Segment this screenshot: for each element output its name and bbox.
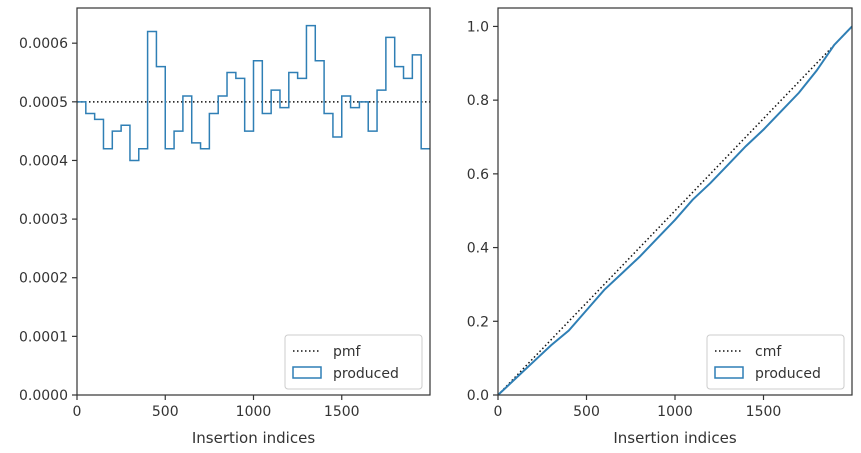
x-tick-label: 0 <box>73 404 82 420</box>
histogram-bin <box>121 125 130 126</box>
histogram-bin <box>112 131 121 132</box>
histogram-bin <box>412 54 421 55</box>
histogram-bin <box>227 72 236 73</box>
legend-produced-swatch <box>714 366 744 379</box>
histogram-bin <box>156 66 165 67</box>
histogram-bin <box>245 131 254 132</box>
y-tick-label: 0.2 <box>467 314 489 330</box>
y-tick-label: 0.0 <box>467 388 489 404</box>
legend-label-produced: produced <box>755 366 821 382</box>
y-tick-label: 0.4 <box>467 241 489 257</box>
histogram-bin <box>342 95 351 96</box>
y-tick-label: 0.8 <box>467 93 489 109</box>
y-tick-label: 0.6 <box>467 167 489 183</box>
x-tick-label: 500 <box>573 404 600 420</box>
histogram-bin <box>315 60 324 61</box>
histogram-bin <box>201 148 210 149</box>
pmf-panel: 0 500 1000 1500 0.0000 0.0001 0.0002 0.0003 0.00… <box>19 7 431 447</box>
histogram-bin <box>359 101 368 102</box>
cmf-reference-line <box>498 25 852 395</box>
y-tick-label: 0.0000 <box>19 388 68 404</box>
histogram-bin <box>368 131 377 132</box>
y-tick-label: 0.0003 <box>19 212 68 228</box>
histogram-bin <box>86 113 95 114</box>
x-axis-label: Insertion indices <box>192 429 315 447</box>
histogram-bin <box>209 113 218 114</box>
histogram-bin <box>404 78 413 79</box>
histogram-bin <box>77 101 86 102</box>
legend: cmf produced <box>706 334 845 390</box>
x-tick-label: 1000 <box>236 404 272 420</box>
histogram-bin <box>386 37 395 38</box>
histogram-bin <box>280 107 289 108</box>
histogram-bin <box>130 160 139 161</box>
legend-produced-swatch <box>292 366 322 379</box>
histogram-bin <box>395 66 404 67</box>
histogram-bin <box>139 148 148 149</box>
plot-area <box>498 25 852 395</box>
produced-step-line <box>77 24 430 162</box>
histogram-bin <box>148 31 157 32</box>
x-tick-label: 500 <box>152 404 179 420</box>
produced-cumulative-line <box>498 25 852 395</box>
histogram-bin <box>236 78 245 79</box>
histogram-bin <box>377 90 386 91</box>
y-tick-label: 0.0001 <box>19 329 68 345</box>
legend-label-reference: pmf <box>333 344 362 360</box>
histogram-bin <box>421 148 430 149</box>
histogram-bin <box>165 148 174 149</box>
histogram-bin <box>95 119 104 120</box>
histogram-bin <box>192 142 201 143</box>
y-tick-label: 0.0002 <box>19 271 68 287</box>
y-tick-label: 0.0006 <box>19 36 68 52</box>
x-tick-label: 0 <box>494 404 503 420</box>
histogram-bin <box>218 95 227 96</box>
legend-label-reference: cmf <box>755 344 782 360</box>
legend-box <box>706 334 845 390</box>
y-tick-label: 1.0 <box>467 19 489 35</box>
x-tick-label: 1000 <box>657 404 693 420</box>
histogram-bin <box>174 131 183 132</box>
histogram-bin <box>271 90 280 91</box>
legend: pmf produced <box>284 334 423 390</box>
legend-label-produced: produced <box>333 366 399 382</box>
histogram-bin <box>333 137 342 138</box>
histogram-bin <box>262 113 271 114</box>
x-axis-label: Insertion indices <box>613 429 736 447</box>
histogram-bin <box>351 107 360 108</box>
legend-box <box>284 334 423 390</box>
histogram-bin <box>183 95 192 96</box>
histogram-bin <box>103 148 112 149</box>
y-tick-label: 0.0004 <box>19 153 68 169</box>
x-tick-label: 1500 <box>324 404 360 420</box>
histogram-bin <box>306 25 315 26</box>
histogram-bin <box>254 60 263 61</box>
histogram-bin <box>289 72 298 73</box>
histogram-bin <box>298 78 307 79</box>
plot-area <box>77 24 430 162</box>
x-tick-label: 1500 <box>746 404 782 420</box>
y-tick-label: 0.0005 <box>19 95 68 111</box>
histogram-bin <box>324 113 333 114</box>
cmf-panel: 0 500 1000 1500 0.0 0.2 0.4 0.6 0.8 1.0 Insertion … <box>467 7 853 447</box>
